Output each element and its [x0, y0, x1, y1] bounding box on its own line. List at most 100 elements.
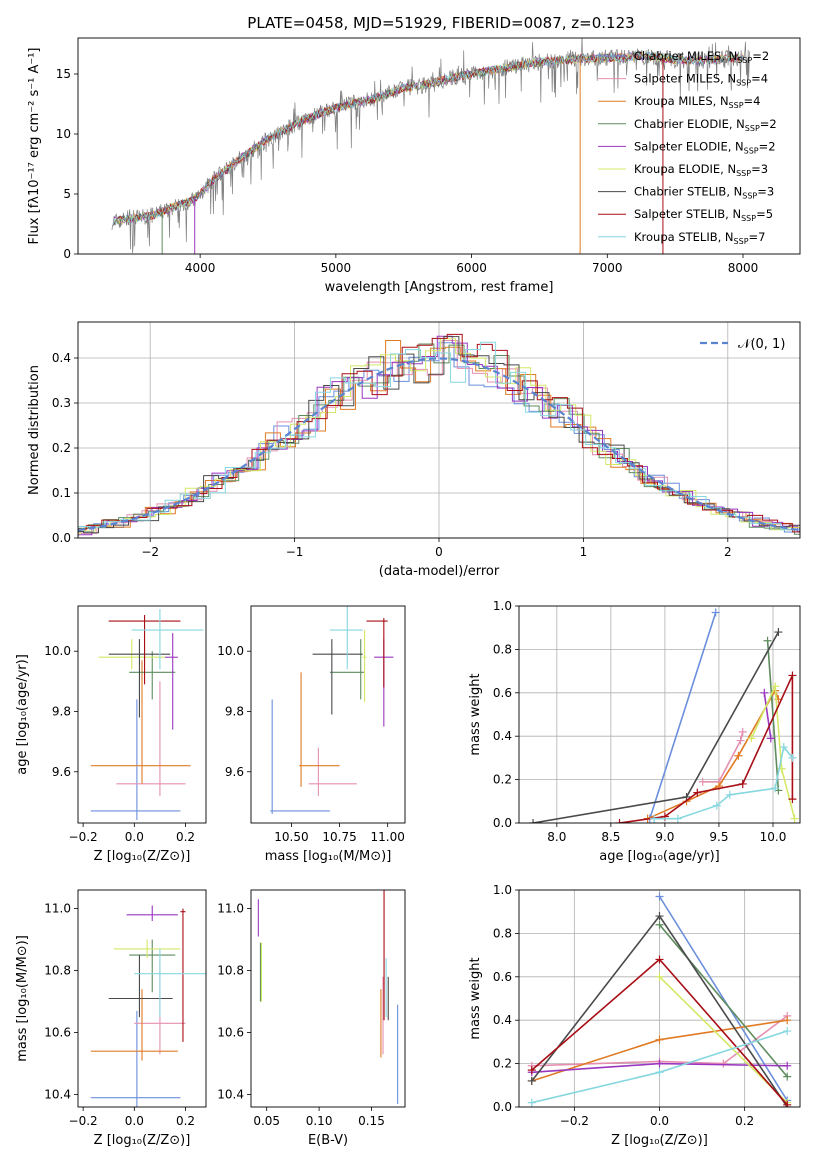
- y-tick-label: 0.4: [493, 729, 512, 743]
- legend-entry: Chabrier ELODIE, NSSP=2: [634, 117, 777, 133]
- residual-panel: −2 −1 0 1 2 0.0 0.1 0.2 0.3 0.4 (data-model)/error…: [27, 321, 801, 579]
- y-tick-label: 0.0: [52, 531, 71, 545]
- spectrum-panel: 4000 5000 6000 7000 8000 0 5 10 15 wavelength [An…: [27, 37, 801, 295]
- figure-title: PLATE=0458, MJD=51929, FIBERID=0087, z=0…: [247, 14, 634, 32]
- legend-entry: Chabrier STELIB, NSSP=3: [634, 185, 774, 201]
- y-tick-label: 0.1: [52, 486, 71, 500]
- y-tick-label: 10.8: [44, 964, 71, 978]
- x-tick-label: 8.0: [547, 830, 566, 844]
- errorbar-plot-area: [90, 905, 206, 1107]
- legend-entry: Kroupa STELIB, NSSP=7: [634, 230, 765, 246]
- legend-entry: Salpeter STELIB, NSSP=5: [634, 207, 773, 223]
- y-tick-label: 0.2: [493, 1057, 512, 1071]
- y-tick-label: 5: [63, 187, 71, 201]
- x-tick-label: 0.10: [306, 1114, 333, 1128]
- y-tick-label: 0: [63, 247, 71, 261]
- y-tick-label: 1.0: [493, 599, 512, 613]
- age-vs-mass-panel: 10.50 10.75 11.00 9.6 9.8 10.0 mass [log₁₀(M/M…: [217, 605, 406, 864]
- mass-weight-line: [750, 683, 796, 819]
- mass-weight-marker: [673, 814, 682, 823]
- x-tick-label: 1: [580, 545, 588, 559]
- mass-weight-marker: [711, 608, 720, 617]
- y-tick-label: 15: [56, 67, 71, 81]
- model-spectrum-line: [113, 50, 744, 226]
- x-tick-label: 0.05: [253, 1114, 280, 1128]
- mass-weight-marker: [698, 777, 707, 786]
- x-tick-label: 8.5: [601, 830, 620, 844]
- x-axis-label: Z [log₁₀(Z/Z⊙)]: [94, 849, 191, 864]
- x-axis-label: mass [log₁₀(M/M⊙)]: [265, 849, 392, 864]
- axes-frame: [77, 321, 801, 539]
- spectrum-legend: Chabrier MILES, NSSP=2 Salpeter MILES, NS…: [598, 49, 777, 246]
- mass-weight-marker: [760, 688, 769, 697]
- axes-frame: [77, 889, 207, 1108]
- line-plot-area: [529, 608, 799, 823]
- mass-weight-marker: [783, 1016, 792, 1025]
- mass-weight-marker: [738, 727, 747, 736]
- normal-legend-label: 𝒩(0, 1): [738, 337, 785, 352]
- mass-vs-Z-panel: −0.2 0.0 0.2 10.4 10.6 10.8 11.0 Z [log₁₀(Z/Z⊙)…: [15, 889, 207, 1148]
- mass-weight-marker: [527, 1076, 536, 1085]
- mass-weight-marker: [788, 795, 797, 804]
- y-tick-label: 0.6: [493, 686, 512, 700]
- residual-histogram-step: [78, 338, 800, 535]
- axes-frame: [250, 605, 406, 824]
- mass-weight-marker: [788, 753, 797, 762]
- mass-weight-marker: [655, 912, 664, 921]
- x-tick-label: 4000: [185, 261, 216, 275]
- mass-weight-marker: [779, 743, 788, 752]
- x-tick-label: −0.2: [69, 830, 98, 844]
- x-tick-label: 8000: [728, 261, 759, 275]
- x-tick-label: 11.00: [370, 830, 404, 844]
- y-axis-label: mass weight: [468, 673, 483, 755]
- mass-weight-marker: [783, 1027, 792, 1036]
- model-spectrum-line: [112, 52, 744, 226]
- residual-histogram-step: [78, 341, 800, 531]
- errorbar-plot-area: [257, 890, 399, 1104]
- normal-curve: [78, 357, 800, 532]
- y-tick-label: 9.6: [52, 765, 71, 779]
- axes-frame: [518, 605, 801, 824]
- x-tick-label: −0.2: [69, 1114, 98, 1128]
- y-tick-label: 0.3: [52, 396, 71, 410]
- y-tick-label: 1.0: [493, 883, 512, 897]
- x-axis-label: wavelength [Angstrom, rest frame]: [325, 280, 554, 295]
- mass-weight-marker: [790, 814, 799, 823]
- mass-weight-marker: [747, 734, 756, 743]
- x-tick-label: 10.50: [274, 830, 308, 844]
- y-tick-label: 10.4: [44, 1088, 71, 1102]
- y-tick-label: 0.4: [493, 1013, 512, 1027]
- mass-weight-marker: [725, 790, 734, 799]
- y-axis-label: mass [log₁₀(M/M⊙)]: [15, 935, 30, 1062]
- legend-entry: Kroupa MILES, NSSP=4: [634, 94, 760, 110]
- histogram-plot-area: [78, 333, 800, 537]
- x-tick-label: 0.0: [125, 1114, 144, 1128]
- axes-frame: [518, 889, 801, 1108]
- mass-weight-marker: [655, 1059, 664, 1068]
- mass-weight-marker: [783, 1072, 792, 1081]
- x-tick-label: 10.0: [760, 830, 787, 844]
- mass-weight-marker: [650, 814, 659, 823]
- y-tick-label: 10.6: [44, 1026, 71, 1040]
- x-axis-label: Z [log₁₀(Z/Z⊙)]: [611, 1133, 708, 1148]
- x-tick-label: 0: [435, 545, 443, 559]
- residual-histogram-step: [78, 336, 800, 534]
- mass-weight-marker: [783, 1061, 792, 1070]
- mass-weight-marker: [655, 892, 664, 901]
- axes-frame: [250, 889, 406, 1108]
- y-tick-label: 0.8: [493, 926, 512, 940]
- mass-weight-vs-Z-panel: −0.2 0.0 0.2 0.0 0.2 0.4 0.6 0.8 1.0 Z [log₁₀(Z/Z…: [468, 883, 801, 1148]
- y-tick-label: 10.6: [217, 1026, 244, 1040]
- mass-weight-marker: [655, 920, 664, 929]
- x-tick-label: 7000: [592, 261, 623, 275]
- mass-weight-marker: [763, 636, 772, 645]
- model-spectrum-line: [112, 52, 744, 226]
- y-tick-label: 0.0: [493, 816, 512, 830]
- x-axis-label: E(B-V): [308, 1133, 348, 1148]
- residual-histogram-step: [78, 335, 800, 536]
- y-tick-label: 0.2: [493, 773, 512, 787]
- mass-weight-marker: [615, 819, 624, 823]
- mass-weight-marker: [529, 819, 538, 823]
- mass-weight-marker: [736, 736, 745, 745]
- mass-weight-line: [766, 640, 780, 791]
